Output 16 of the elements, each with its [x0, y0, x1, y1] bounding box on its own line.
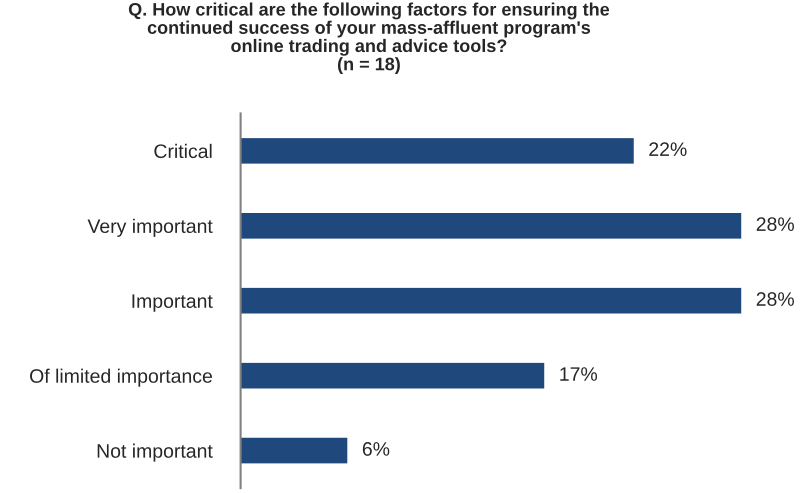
y-tick-label: Very important: [88, 218, 213, 237]
data-label: 28%: [756, 217, 794, 232]
bar: [240, 286, 742, 315]
y-tick-label: Not important: [98, 444, 213, 462]
bar: [240, 136, 636, 166]
bar: [240, 436, 349, 465]
bar: [240, 361, 546, 390]
data-label: 17%: [560, 367, 598, 381]
chart-title: Q. How critical are the following factors for ensuring the continued success of your mass-affluent program's online trading and advice tools? (n = 18): [128, 2, 610, 74]
data-label: 6%: [362, 442, 390, 456]
y-tick-label: Important: [132, 294, 213, 312]
bar: [240, 212, 742, 240]
y-tick-label: Of limited importance: [30, 368, 212, 387]
data-label: 28%: [756, 292, 794, 306]
y-tick-label: Critical: [154, 144, 212, 158]
data-label: 22%: [649, 142, 687, 156]
